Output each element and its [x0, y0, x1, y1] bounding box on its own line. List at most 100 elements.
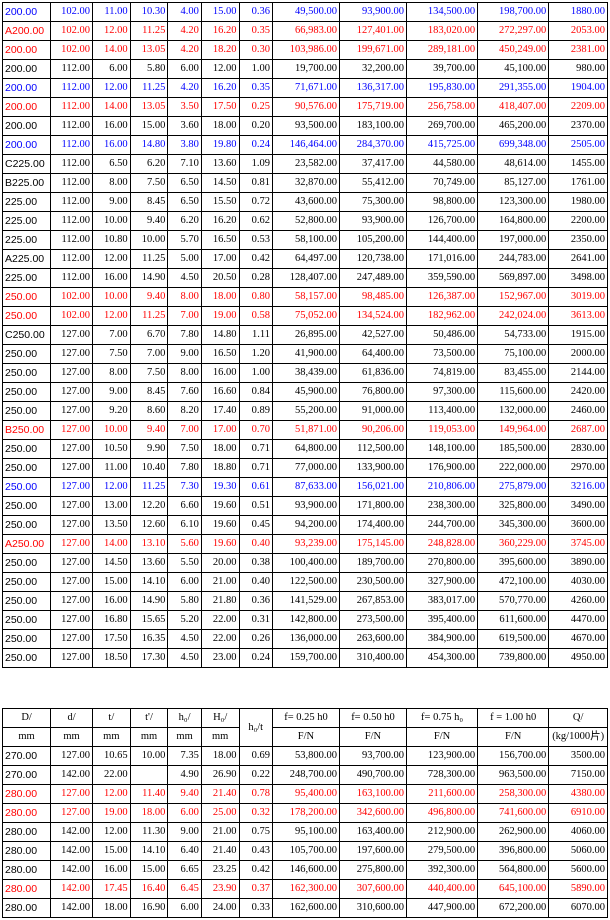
cell: 6.45: [168, 880, 201, 899]
header-cell: F/N: [406, 728, 477, 747]
cell: 7.00: [168, 421, 201, 440]
cell: 250.00: [3, 649, 51, 668]
cell: 7.10: [168, 155, 201, 174]
cell: 15.65: [130, 611, 168, 630]
cell: 93,500.00: [272, 117, 339, 136]
cell: 32,870.00: [272, 174, 339, 193]
header-cell: mm: [130, 728, 168, 747]
cell: 0.32: [239, 804, 272, 823]
cell: 127.00: [51, 326, 93, 345]
cell: 102.00: [51, 22, 93, 41]
cell: 3216.00: [549, 478, 608, 497]
cell: 0.42: [239, 861, 272, 880]
header-cell: h₀/t: [239, 709, 272, 747]
header-cell: h₀/: [168, 709, 201, 728]
cell: 280.00: [3, 899, 51, 918]
cell: 250.00: [3, 497, 51, 516]
cell: 395,400.00: [406, 611, 477, 630]
cell: 123,300.00: [478, 193, 549, 212]
cell: 0.71: [239, 440, 272, 459]
cell: 10.80: [93, 231, 131, 250]
table-row: 250.00127.0010.509.907.5018.000.7164,800…: [3, 440, 608, 459]
cell: 262,900.00: [478, 823, 549, 842]
cell: 127.00: [51, 630, 93, 649]
cell: 9.00: [168, 823, 201, 842]
cell: 3600.00: [549, 516, 608, 535]
cell: 13.60: [201, 155, 239, 174]
cell: 11.25: [130, 478, 168, 497]
cell: 11.00: [93, 459, 131, 478]
cell: 7.60: [168, 383, 201, 402]
cell: 163,400.00: [339, 823, 406, 842]
cell: 175,145.00: [339, 535, 406, 554]
cell: 61,836.00: [339, 364, 406, 383]
cell: 127.00: [51, 535, 93, 554]
cell: 9.90: [130, 440, 168, 459]
cell: 127.00: [51, 516, 93, 535]
cell: 0.35: [239, 79, 272, 98]
cell: 102.00: [51, 3, 93, 22]
cell: 0.72: [239, 193, 272, 212]
cell: 112.00: [51, 212, 93, 231]
header-cell: Q/: [549, 709, 608, 728]
cell: 289,181.00: [406, 41, 477, 60]
cell: 75,052.00: [272, 307, 339, 326]
cell: 77,000.00: [272, 459, 339, 478]
cell: 134,500.00: [406, 3, 477, 22]
cell: 250.00: [3, 459, 51, 478]
cell: 22.00: [201, 611, 239, 630]
header-cell: H₀/: [201, 709, 239, 728]
cell: 5.70: [168, 231, 201, 250]
cell: 85,127.00: [478, 174, 549, 193]
cell: 230,500.00: [339, 573, 406, 592]
cell: 26.90: [201, 766, 239, 785]
cell: 267,853.00: [339, 592, 406, 611]
cell: 22.00: [201, 630, 239, 649]
cell: 3745.00: [549, 535, 608, 554]
cell: 112.00: [51, 231, 93, 250]
cell: 50,486.00: [406, 326, 477, 345]
cell: 342,600.00: [339, 804, 406, 823]
header-cell: (kg/1000片): [549, 728, 608, 747]
header-cell: f= 0.50 h0: [339, 709, 406, 728]
cell: 112.00: [51, 174, 93, 193]
cell: 127.00: [51, 611, 93, 630]
cell: 45,100.00: [478, 60, 549, 79]
cell: 159,700.00: [272, 649, 339, 668]
cell: 11.30: [130, 823, 168, 842]
cell: 11.25: [130, 307, 168, 326]
cell: 4030.00: [549, 573, 608, 592]
cell: 980.00: [549, 60, 608, 79]
cell: 250.00: [3, 364, 51, 383]
cell: 18.00: [201, 117, 239, 136]
cell: 7.80: [168, 326, 201, 345]
cell: 14.50: [93, 554, 131, 573]
cell: 14.10: [130, 573, 168, 592]
cell: 7.00: [93, 326, 131, 345]
cell: 21.40: [201, 842, 239, 861]
cell: 142.00: [51, 842, 93, 861]
cell: 127.00: [51, 459, 93, 478]
cell: 2144.00: [549, 364, 608, 383]
cell: 263,600.00: [339, 630, 406, 649]
cell: 127.00: [51, 478, 93, 497]
cell: 248,828.00: [406, 535, 477, 554]
cell: 39,700.00: [406, 60, 477, 79]
cell: 37,417.00: [339, 155, 406, 174]
table-row: 225.00112.0010.009.406.2016.200.6252,800…: [3, 212, 608, 231]
table-row: 250.00127.0013.5012.606.1019.600.4594,20…: [3, 516, 608, 535]
cell: 162,300.00: [272, 880, 339, 899]
cell: 175,719.00: [339, 98, 406, 117]
cell: 250.00: [3, 288, 51, 307]
cell: 102.00: [51, 41, 93, 60]
cell: 13.05: [130, 98, 168, 117]
cell: 18.00: [201, 747, 239, 766]
cell: 1980.00: [549, 193, 608, 212]
cell: 0.42: [239, 250, 272, 269]
cell: 450,249.00: [478, 41, 549, 60]
cell: 2641.00: [549, 250, 608, 269]
cell: 38,439.00: [272, 364, 339, 383]
cell: 4950.00: [549, 649, 608, 668]
cell: 90,206.00: [339, 421, 406, 440]
cell: 21.00: [201, 573, 239, 592]
